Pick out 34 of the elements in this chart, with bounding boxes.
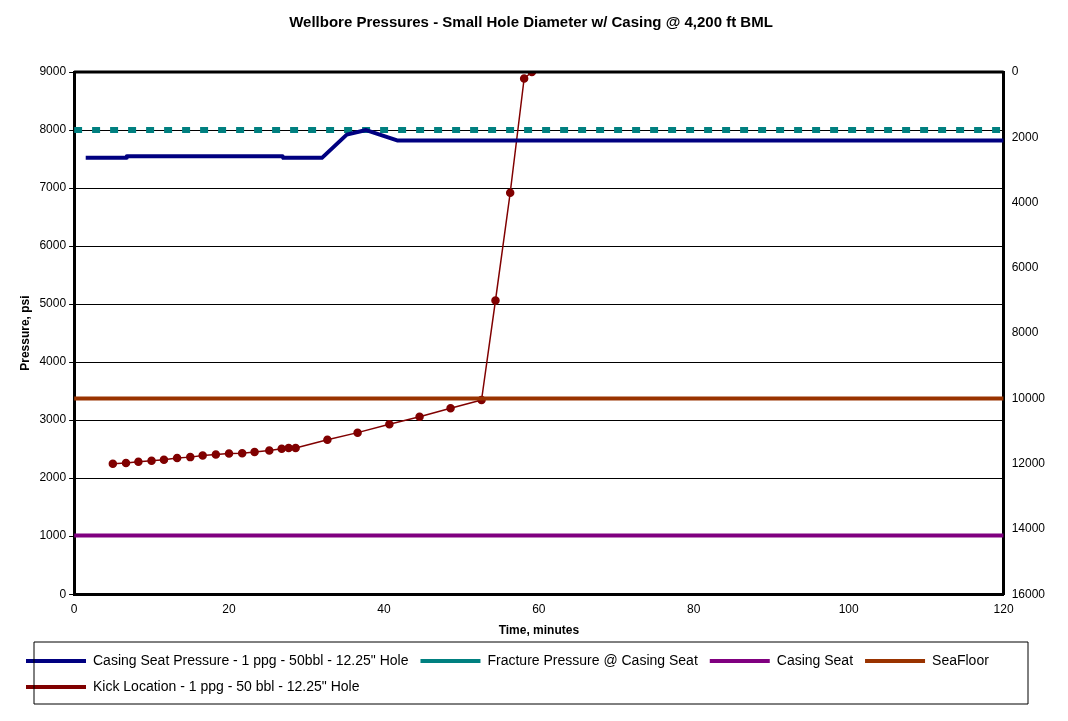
y2-tick-label: 2000: [1011, 129, 1039, 144]
y-tick-label: 5000: [39, 296, 67, 311]
x-tick-label: 80: [687, 601, 701, 616]
y-tick-label: 6000: [39, 238, 67, 253]
chart-title: Wellbore Pressures - Small Hole Diameter w/ Casing @ 4,200 ft BML: [289, 13, 773, 31]
x-axis-title: Time, minutes: [498, 623, 580, 638]
y2-tick-label: 0: [1011, 64, 1019, 79]
y-axis-title: Pressure, psi: [17, 295, 32, 371]
y-tick-label: 9000: [39, 64, 67, 79]
y-tick-label: 7000: [39, 180, 67, 195]
y2-tick-label: 12000: [1011, 455, 1046, 470]
y-tick-label: 2000: [39, 470, 67, 485]
y2-tick-label: 8000: [1011, 325, 1039, 340]
x-tick-label: 0: [70, 601, 78, 616]
y-tick-label: 0: [59, 586, 67, 601]
legend-label: Fracture Pressure @ Casing Seat: [487, 651, 698, 668]
y-tick-label: 4000: [39, 354, 67, 369]
x-tick-label: 20: [222, 601, 237, 616]
legend-label: Casing Seat Pressure - 1 ppg - 50bbl - 12.25" Hole: [93, 651, 409, 668]
y-tick-label: 1000: [39, 528, 67, 543]
x-tick-label: 100: [838, 601, 860, 616]
legend-label: Kick Location - 1 ppg - 50 bbl - 12.25" Hole: [93, 677, 360, 694]
y2-tick-label: 16000: [1011, 586, 1046, 601]
y2-tick-label: 6000: [1011, 260, 1039, 275]
x-tick-label: 60: [532, 601, 546, 616]
x-tick-label: 40: [377, 601, 391, 616]
x-tick-label: 120: [993, 601, 1014, 616]
legend-label: SeaFloor: [932, 651, 990, 668]
y2-tick-label: 4000: [1011, 194, 1039, 209]
y2-tick-label: 10000: [1011, 390, 1046, 405]
legend-label: Casing Seat: [776, 651, 854, 668]
y-tick-label: 8000: [39, 122, 67, 137]
y-tick-label: 3000: [39, 412, 67, 427]
y2-tick-label: 14000: [1011, 521, 1046, 536]
